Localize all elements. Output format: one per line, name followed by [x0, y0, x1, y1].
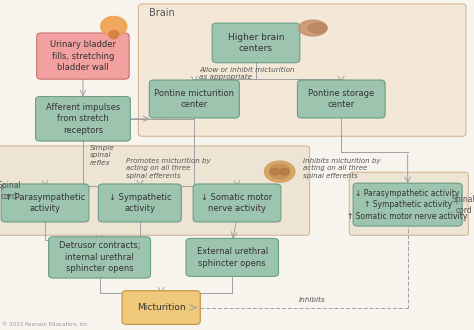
FancyBboxPatch shape [349, 172, 468, 235]
Text: Inhibits micturition by
acting on all three
spinal efferents: Inhibits micturition by acting on all th… [303, 158, 381, 179]
FancyBboxPatch shape [98, 184, 181, 222]
Circle shape [270, 168, 280, 175]
Text: ↑ Parasympathetic
activity: ↑ Parasympathetic activity [5, 193, 85, 213]
Circle shape [269, 164, 290, 179]
Ellipse shape [100, 16, 127, 36]
FancyBboxPatch shape [212, 23, 300, 63]
Text: Spinal
cord: Spinal cord [452, 195, 474, 214]
Text: Higher brain
centers: Higher brain centers [228, 33, 284, 53]
Ellipse shape [308, 23, 327, 33]
FancyBboxPatch shape [138, 4, 466, 136]
Text: Detrusor contracts;
internal urethral
sphincter opens: Detrusor contracts; internal urethral sp… [59, 242, 140, 273]
Circle shape [264, 161, 295, 182]
Text: Pontine micturition
center: Pontine micturition center [155, 89, 234, 109]
FancyBboxPatch shape [353, 183, 462, 226]
FancyBboxPatch shape [36, 96, 130, 141]
FancyBboxPatch shape [48, 237, 151, 278]
Circle shape [280, 168, 289, 175]
Text: Brain: Brain [149, 8, 175, 18]
Text: Spinal
cord: Spinal cord [0, 181, 21, 201]
Text: Allow or inhibit micturition
as appropriate: Allow or inhibit micturition as appropri… [199, 67, 295, 80]
FancyBboxPatch shape [186, 238, 278, 277]
FancyBboxPatch shape [0, 146, 310, 235]
Ellipse shape [109, 30, 118, 39]
Text: Afferent impulses
from stretch
receptors: Afferent impulses from stretch receptors [46, 103, 120, 135]
FancyBboxPatch shape [36, 33, 129, 79]
FancyBboxPatch shape [122, 291, 200, 324]
Text: Inhibits: Inhibits [299, 297, 325, 303]
Text: External urethral
sphincter opens: External urethral sphincter opens [197, 247, 268, 268]
Ellipse shape [299, 20, 327, 36]
Text: ↓ Sympathetic
activity: ↓ Sympathetic activity [109, 193, 171, 213]
FancyBboxPatch shape [149, 80, 239, 118]
Text: Micturition: Micturition [137, 303, 185, 312]
FancyBboxPatch shape [193, 184, 281, 222]
Text: Promotes micturition by
acting on all three
spinal efferents: Promotes micturition by acting on all th… [126, 158, 210, 179]
Text: Urinary bladder
fills, stretching
bladder wall: Urinary bladder fills, stretching bladde… [50, 40, 116, 72]
Text: © 2013 Pearson Education, Inc.: © 2013 Pearson Education, Inc. [2, 322, 90, 327]
Text: Simple
spinal
reflex: Simple spinal reflex [90, 145, 115, 166]
Text: ↓ Somatic motor
nerve activity: ↓ Somatic motor nerve activity [201, 193, 273, 213]
FancyBboxPatch shape [1, 184, 89, 222]
Text: Pontine storage
center: Pontine storage center [308, 89, 374, 109]
Text: ↓ Parasympathetic activity
↑ Sympathetic activity
↑ Somatic motor nerve activity: ↓ Parasympathetic activity ↑ Sympathetic… [347, 189, 468, 220]
FancyBboxPatch shape [298, 80, 385, 118]
